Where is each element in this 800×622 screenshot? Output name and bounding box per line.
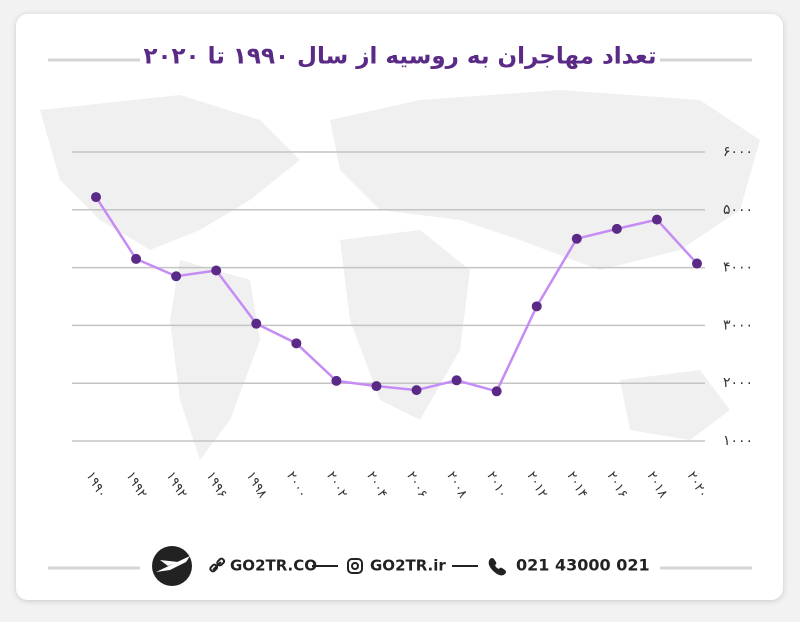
data-point xyxy=(571,233,582,244)
data-point xyxy=(451,375,462,386)
data-point xyxy=(171,271,182,282)
data-point xyxy=(692,258,702,269)
data-point xyxy=(491,386,502,397)
y-tick-label: ۲۰۰۰ xyxy=(723,375,753,391)
data-point xyxy=(611,223,622,234)
data-point xyxy=(131,253,142,264)
data-point xyxy=(411,385,422,396)
data-point xyxy=(371,381,382,392)
data-point xyxy=(531,301,542,312)
y-tick-label: ۳۰۰۰ xyxy=(723,317,753,333)
data-point xyxy=(91,192,101,203)
world-map xyxy=(40,90,760,460)
data-point xyxy=(291,338,302,349)
y-tick-label: ۵۰۰۰ xyxy=(723,202,753,218)
data-line xyxy=(94,196,698,393)
footer-phone: 021 43000 021 xyxy=(516,556,650,575)
instagram-icon xyxy=(347,558,363,574)
y-tick-label: ۴۰۰۰ xyxy=(723,260,753,276)
data-point xyxy=(251,318,262,329)
link-icon xyxy=(209,557,226,573)
footer-instagram: GO2TR.ir xyxy=(370,557,446,575)
y-tick-label: ۱۰۰۰ xyxy=(723,433,753,449)
chart-title: تعداد مهاجران به روسیه از سال ۱۹۹۰ تا ۲۰… xyxy=(143,44,656,70)
data-point xyxy=(331,375,342,386)
phone-icon xyxy=(488,558,506,576)
data-point xyxy=(651,214,662,225)
y-tick-label: ۶۰۰۰ xyxy=(723,144,753,160)
logo xyxy=(152,546,192,586)
data-point xyxy=(211,265,222,276)
footer-website: GO2TR.CO xyxy=(230,557,317,575)
